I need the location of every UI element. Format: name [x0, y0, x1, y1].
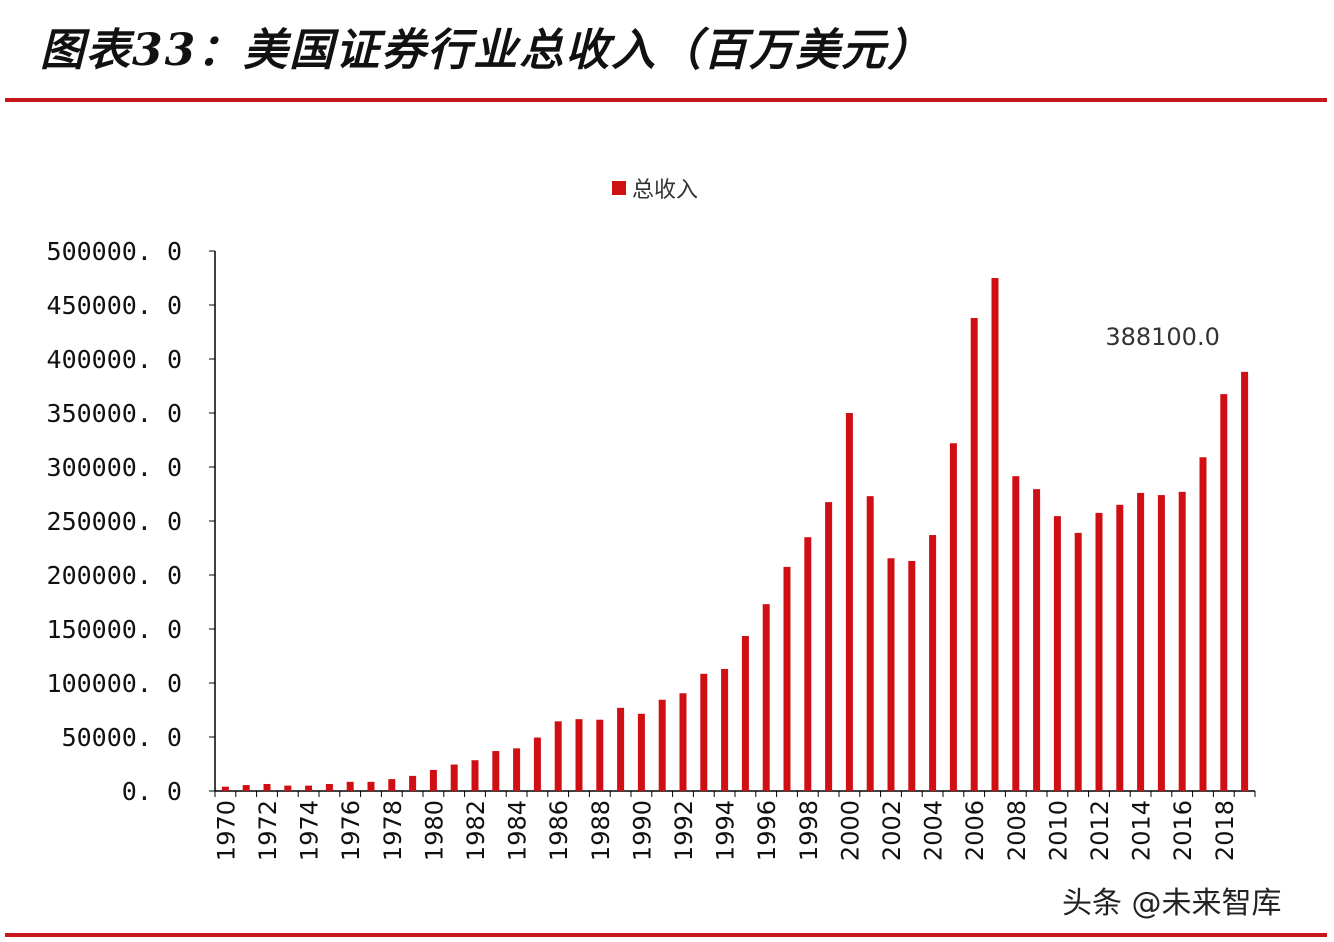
bar-1989: [617, 707, 625, 791]
bar-2003: [908, 560, 916, 791]
bar-2018: [1220, 394, 1228, 791]
bar-2009: [1033, 489, 1041, 791]
bar-1980: [429, 769, 437, 791]
x-tick-label: 1988: [587, 800, 615, 861]
bar-2007: [991, 278, 999, 791]
bar-2006: [970, 317, 978, 791]
x-tick-label: 2006: [961, 800, 989, 861]
x-tick-label: 2018: [1211, 800, 1239, 861]
x-tick-label: 2008: [1003, 800, 1031, 861]
y-tick-label: 250000. 0: [47, 507, 182, 536]
bottom-divider: [5, 933, 1327, 937]
bar-1995: [741, 636, 749, 791]
bar-1993: [700, 673, 708, 791]
bar-1994: [721, 668, 729, 791]
y-tick-label: 350000. 0: [47, 399, 182, 428]
x-tick-label: 2014: [1128, 800, 1156, 861]
legend-swatch: [612, 181, 626, 195]
watermark: 头条 @未来智库: [1062, 886, 1282, 921]
y-tick-label: 500000. 0: [47, 237, 182, 266]
bar-1986: [554, 721, 562, 791]
x-tick-label: 1998: [795, 800, 823, 861]
bar-1977: [367, 781, 375, 791]
bar-1992: [679, 693, 687, 791]
bar-1975: [325, 783, 333, 791]
bar-1996: [762, 604, 770, 791]
y-tick-label: 150000. 0: [47, 615, 182, 644]
x-tick-label: 1996: [753, 800, 781, 861]
x-tick-label: 1982: [462, 800, 490, 861]
bar-2008: [1012, 476, 1020, 791]
bar-2012: [1095, 512, 1103, 791]
bar-1974: [305, 785, 313, 791]
x-tick-label: 2000: [836, 800, 864, 861]
y-tick-label: 400000. 0: [47, 345, 182, 374]
bar-1981: [450, 764, 458, 791]
bar-1997: [783, 566, 791, 791]
bar-1991: [658, 699, 666, 791]
x-tick-label: 1994: [712, 800, 740, 861]
x-tick-label: 2010: [1044, 800, 1072, 861]
top-divider: [5, 98, 1327, 102]
bar-2005: [949, 443, 957, 791]
x-tick-label: 2002: [878, 800, 906, 861]
bar-1988: [596, 719, 604, 791]
bar-2011: [1074, 532, 1082, 791]
bar-1984: [513, 748, 521, 791]
bar-1999: [825, 502, 833, 791]
bar-1978: [388, 779, 396, 791]
x-tick-label: 1990: [628, 800, 656, 861]
bar-2010: [1053, 516, 1061, 791]
bar-2000: [845, 413, 853, 791]
bar-1985: [533, 737, 541, 791]
x-tick-label: 1984: [504, 800, 532, 861]
y-tick-label: 100000. 0: [47, 669, 182, 698]
bar-2002: [887, 558, 895, 791]
y-tick-label: 300000. 0: [47, 453, 182, 482]
bar-1987: [575, 719, 583, 791]
x-tick-label: 1976: [337, 800, 365, 861]
legend-label: 总收入: [632, 178, 699, 203]
bar-1973: [284, 785, 292, 791]
x-tick-label: 2004: [920, 800, 948, 861]
y-tick-label: 200000. 0: [47, 561, 182, 590]
x-tick-label: 1986: [545, 800, 573, 861]
figure-title: 图表33：美国证券行业总收入（百万美元）: [40, 25, 934, 76]
bar-1970: [221, 786, 229, 791]
x-tick-label: 1978: [379, 800, 407, 861]
bar-2014: [1137, 492, 1145, 791]
data-label: 388100.0: [1105, 323, 1220, 351]
y-tick-label: 50000. 0: [62, 723, 182, 752]
y-tick-label: 0. 0: [122, 777, 182, 806]
bar-1982: [471, 760, 479, 791]
bar-2019: [1241, 371, 1249, 791]
x-tick-label: 2012: [1086, 800, 1114, 861]
bar-1990: [637, 713, 645, 791]
x-tick-label: 1970: [212, 800, 240, 861]
bar-1979: [409, 775, 417, 791]
x-tick-label: 1972: [254, 800, 282, 861]
bar-2016: [1178, 491, 1186, 791]
legend: 总收入: [612, 172, 698, 204]
x-tick-label: 2016: [1169, 800, 1197, 861]
bar-1972: [263, 783, 271, 791]
bar-1983: [492, 751, 500, 791]
y-tick-label: 450000. 0: [47, 291, 182, 320]
bar-2015: [1157, 495, 1165, 791]
bar-2017: [1199, 457, 1207, 791]
x-tick-label: 1992: [670, 800, 698, 861]
bar-2013: [1116, 504, 1124, 791]
bar-1998: [804, 537, 812, 791]
bar-1971: [242, 785, 250, 791]
bar-2001: [866, 496, 874, 791]
x-tick-label: 1974: [296, 800, 324, 861]
bar-2004: [929, 535, 937, 791]
x-tick-label: 1980: [420, 800, 448, 861]
bar-1976: [346, 781, 354, 791]
